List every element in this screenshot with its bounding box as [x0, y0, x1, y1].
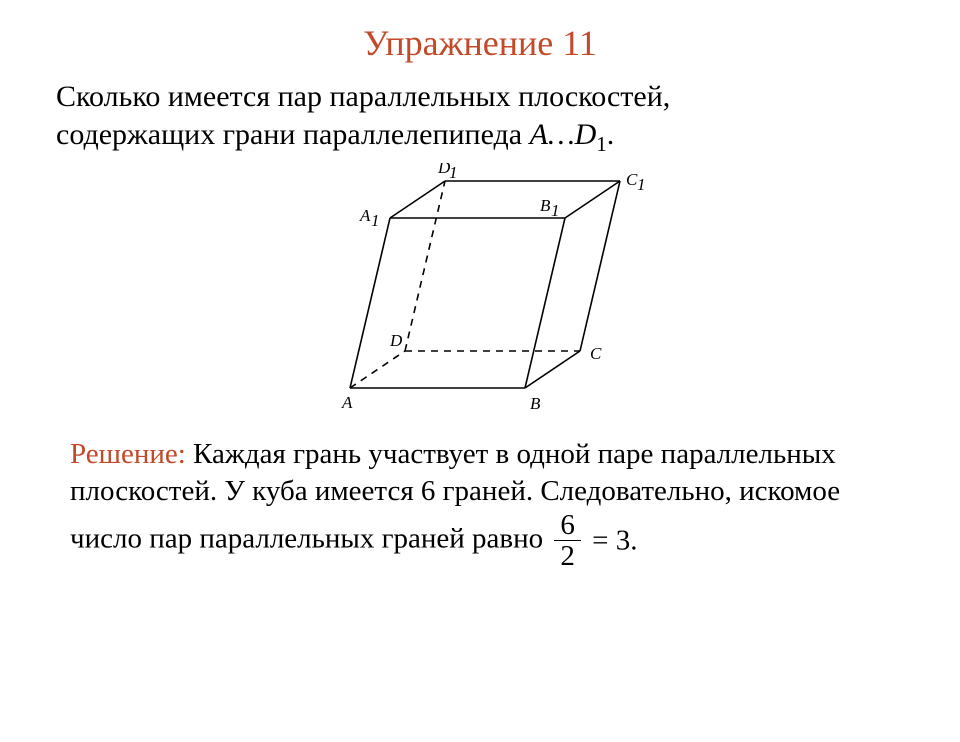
problem-var-sub: 1	[596, 132, 607, 156]
svg-text:A: A	[359, 206, 371, 225]
problem-statement: Сколько имеется пар параллельных плоскос…	[56, 78, 900, 157]
svg-text:B: B	[540, 196, 551, 215]
exercise-title-text: Упражнение 11	[363, 23, 597, 63]
fraction-expression: 62 = 3.	[550, 510, 637, 572]
solution-block: Решение: Каждая грань участвует в одной …	[70, 436, 900, 572]
svg-text:A: A	[341, 393, 353, 412]
svg-text:B: B	[530, 394, 541, 413]
svg-text:D: D	[389, 331, 403, 350]
solution-body: Каждая грань участвует в одной паре пара…	[70, 438, 840, 555]
svg-text:1: 1	[637, 175, 646, 194]
svg-text:C: C	[590, 344, 602, 363]
parallelepiped-diagram: ABCDA1B1C1D1	[260, 163, 700, 423]
solution-label: Решение:	[70, 438, 186, 470]
problem-line2a: содержащих грани параллелепипеда	[56, 118, 530, 151]
fraction-numerator: 6	[554, 510, 581, 541]
problem-line1: Сколько имеется пар параллельных плоскос…	[56, 80, 670, 113]
equals-sign: =	[585, 524, 616, 556]
problem-line2-end: .	[607, 118, 615, 151]
exercise-title: Упражнение 11	[0, 22, 960, 64]
fraction-result: 3.	[616, 524, 638, 556]
fraction-denominator: 2	[554, 541, 581, 571]
fraction: 62	[554, 510, 581, 572]
svg-text:1: 1	[551, 201, 560, 220]
diagram-container: ABCDA1B1C1D1	[0, 163, 960, 428]
svg-text:1: 1	[371, 211, 380, 230]
problem-var: A…D	[530, 118, 597, 151]
svg-text:1: 1	[449, 163, 458, 182]
